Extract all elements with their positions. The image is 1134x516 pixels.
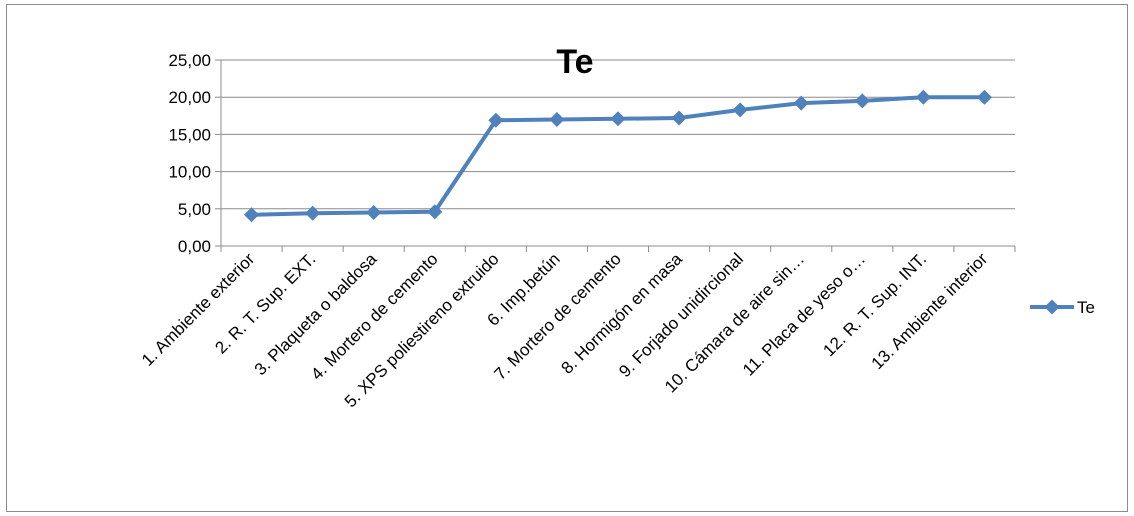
data-point [610,111,626,127]
legend-label: Te [1077,298,1095,317]
data-point [427,204,443,220]
data-point [244,207,260,223]
x-tick-label: 1. Ambiente exterior [138,249,259,370]
x-tick-label: 3. Plaqueta o baldosa [251,249,381,379]
line-chart: 0,00 5,00 10,00 15,00 20,00 25,00 1. Ambiente… [138,43,1095,411]
data-point [976,89,992,105]
x-tick-label: 12. R. T. Sup. INT. [819,249,930,360]
x-tick-label: 9. Forjado unidircional [615,249,747,381]
y-tick-label: 15,00 [168,125,211,144]
y-tick-labels: 0,00 5,00 10,00 15,00 20,00 25,00 [168,51,211,256]
y-tick-label: 25,00 [168,51,211,70]
chart-area: 0,00 5,00 10,00 15,00 20,00 25,00 1. Ambiente… [6,4,1128,512]
axes [220,60,1016,252]
data-point [671,110,687,126]
legend-marker [1044,299,1060,315]
data-point [305,205,321,221]
x-tick-label: 13. Ambiente interior [868,249,992,373]
data-point [854,93,870,109]
data-point [366,205,382,221]
data-point [793,95,809,111]
y-tick-label: 0,00 [178,237,211,256]
legend: Te [1030,298,1095,317]
data-point [488,112,504,128]
x-tick-label: 11. Placa de yeso o… [739,249,869,379]
y-tick-label: 5,00 [178,200,211,219]
data-point [732,102,748,118]
data-point [915,89,931,105]
data-point [549,112,565,128]
y-tick-label: 10,00 [168,163,211,182]
y-tick-label: 20,00 [168,88,211,107]
gridlines [215,59,1015,247]
chart-title: Te [556,43,593,81]
x-tick-label: 8. Hormigón en masa [558,249,687,378]
series-te [244,89,992,223]
